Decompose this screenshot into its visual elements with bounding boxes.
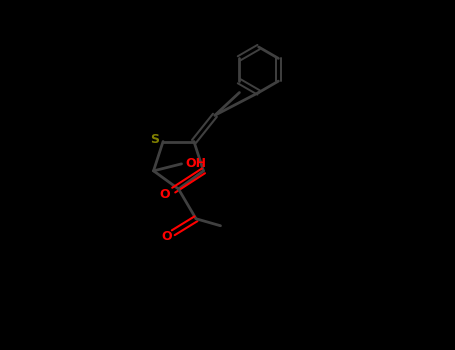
Text: OH: OH bbox=[185, 158, 206, 170]
Text: O: O bbox=[160, 188, 170, 201]
Text: S: S bbox=[150, 133, 159, 146]
Text: O: O bbox=[161, 230, 172, 243]
